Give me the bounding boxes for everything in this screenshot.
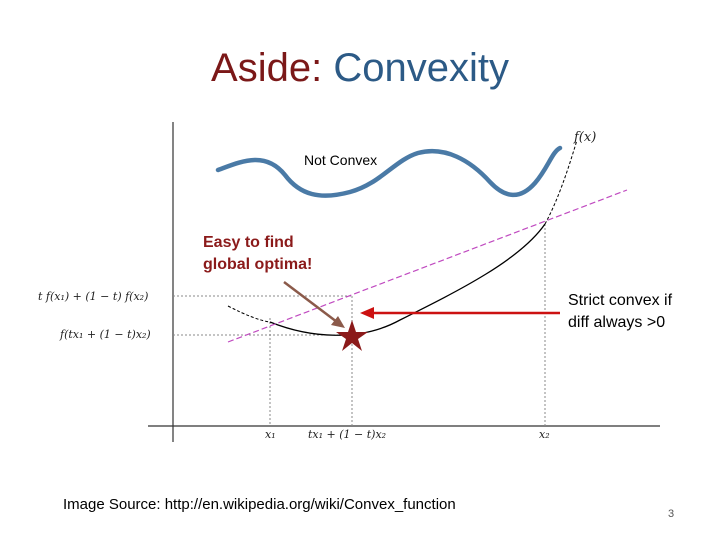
strict-convex-label: Strict convex if diff always >0 (568, 290, 672, 334)
optima-arrowhead (331, 316, 345, 328)
strict-convex-line1: Strict convex if (568, 292, 673, 309)
non-convex-curve (215, 145, 563, 198)
y-label-lower: f(tx₁ + (1 − t)x₂) (59, 328, 151, 341)
y-label-upper: t f(x₁) + (1 − t) f(x₂) (38, 290, 148, 303)
not-convex-label: Not Convex (304, 152, 378, 168)
x-label-1: x₁ (265, 428, 276, 441)
function-label: f(x) (573, 130, 596, 145)
slide-title: Aside: Convexity (0, 42, 720, 94)
title-main: Convexity (333, 46, 509, 90)
optima-arrow (283, 281, 338, 323)
easy-optima-line1: Easy to find (203, 234, 294, 251)
convex-curve-right-dashed (544, 139, 578, 225)
easy-optima-label: Easy to find global optima! (203, 232, 312, 276)
convex-curve (269, 223, 546, 336)
global-optimum-star (336, 320, 368, 351)
strict-arrowhead (360, 307, 374, 319)
title-prefix: Aside: (211, 46, 334, 90)
x-label-2: x₂ (539, 428, 550, 441)
convex-curve-left-dashed (227, 305, 271, 323)
chord-line (227, 189, 628, 343)
easy-optima-line2: global optima! (203, 256, 313, 273)
strict-convex-line2: diff always >0 (568, 314, 666, 331)
page-number: 3 (668, 508, 675, 520)
x-label-mid: tx₁ + (1 − t)x₂ (308, 428, 386, 441)
image-source: Image Source: http://en.wikipedia.org/wi… (63, 496, 456, 513)
